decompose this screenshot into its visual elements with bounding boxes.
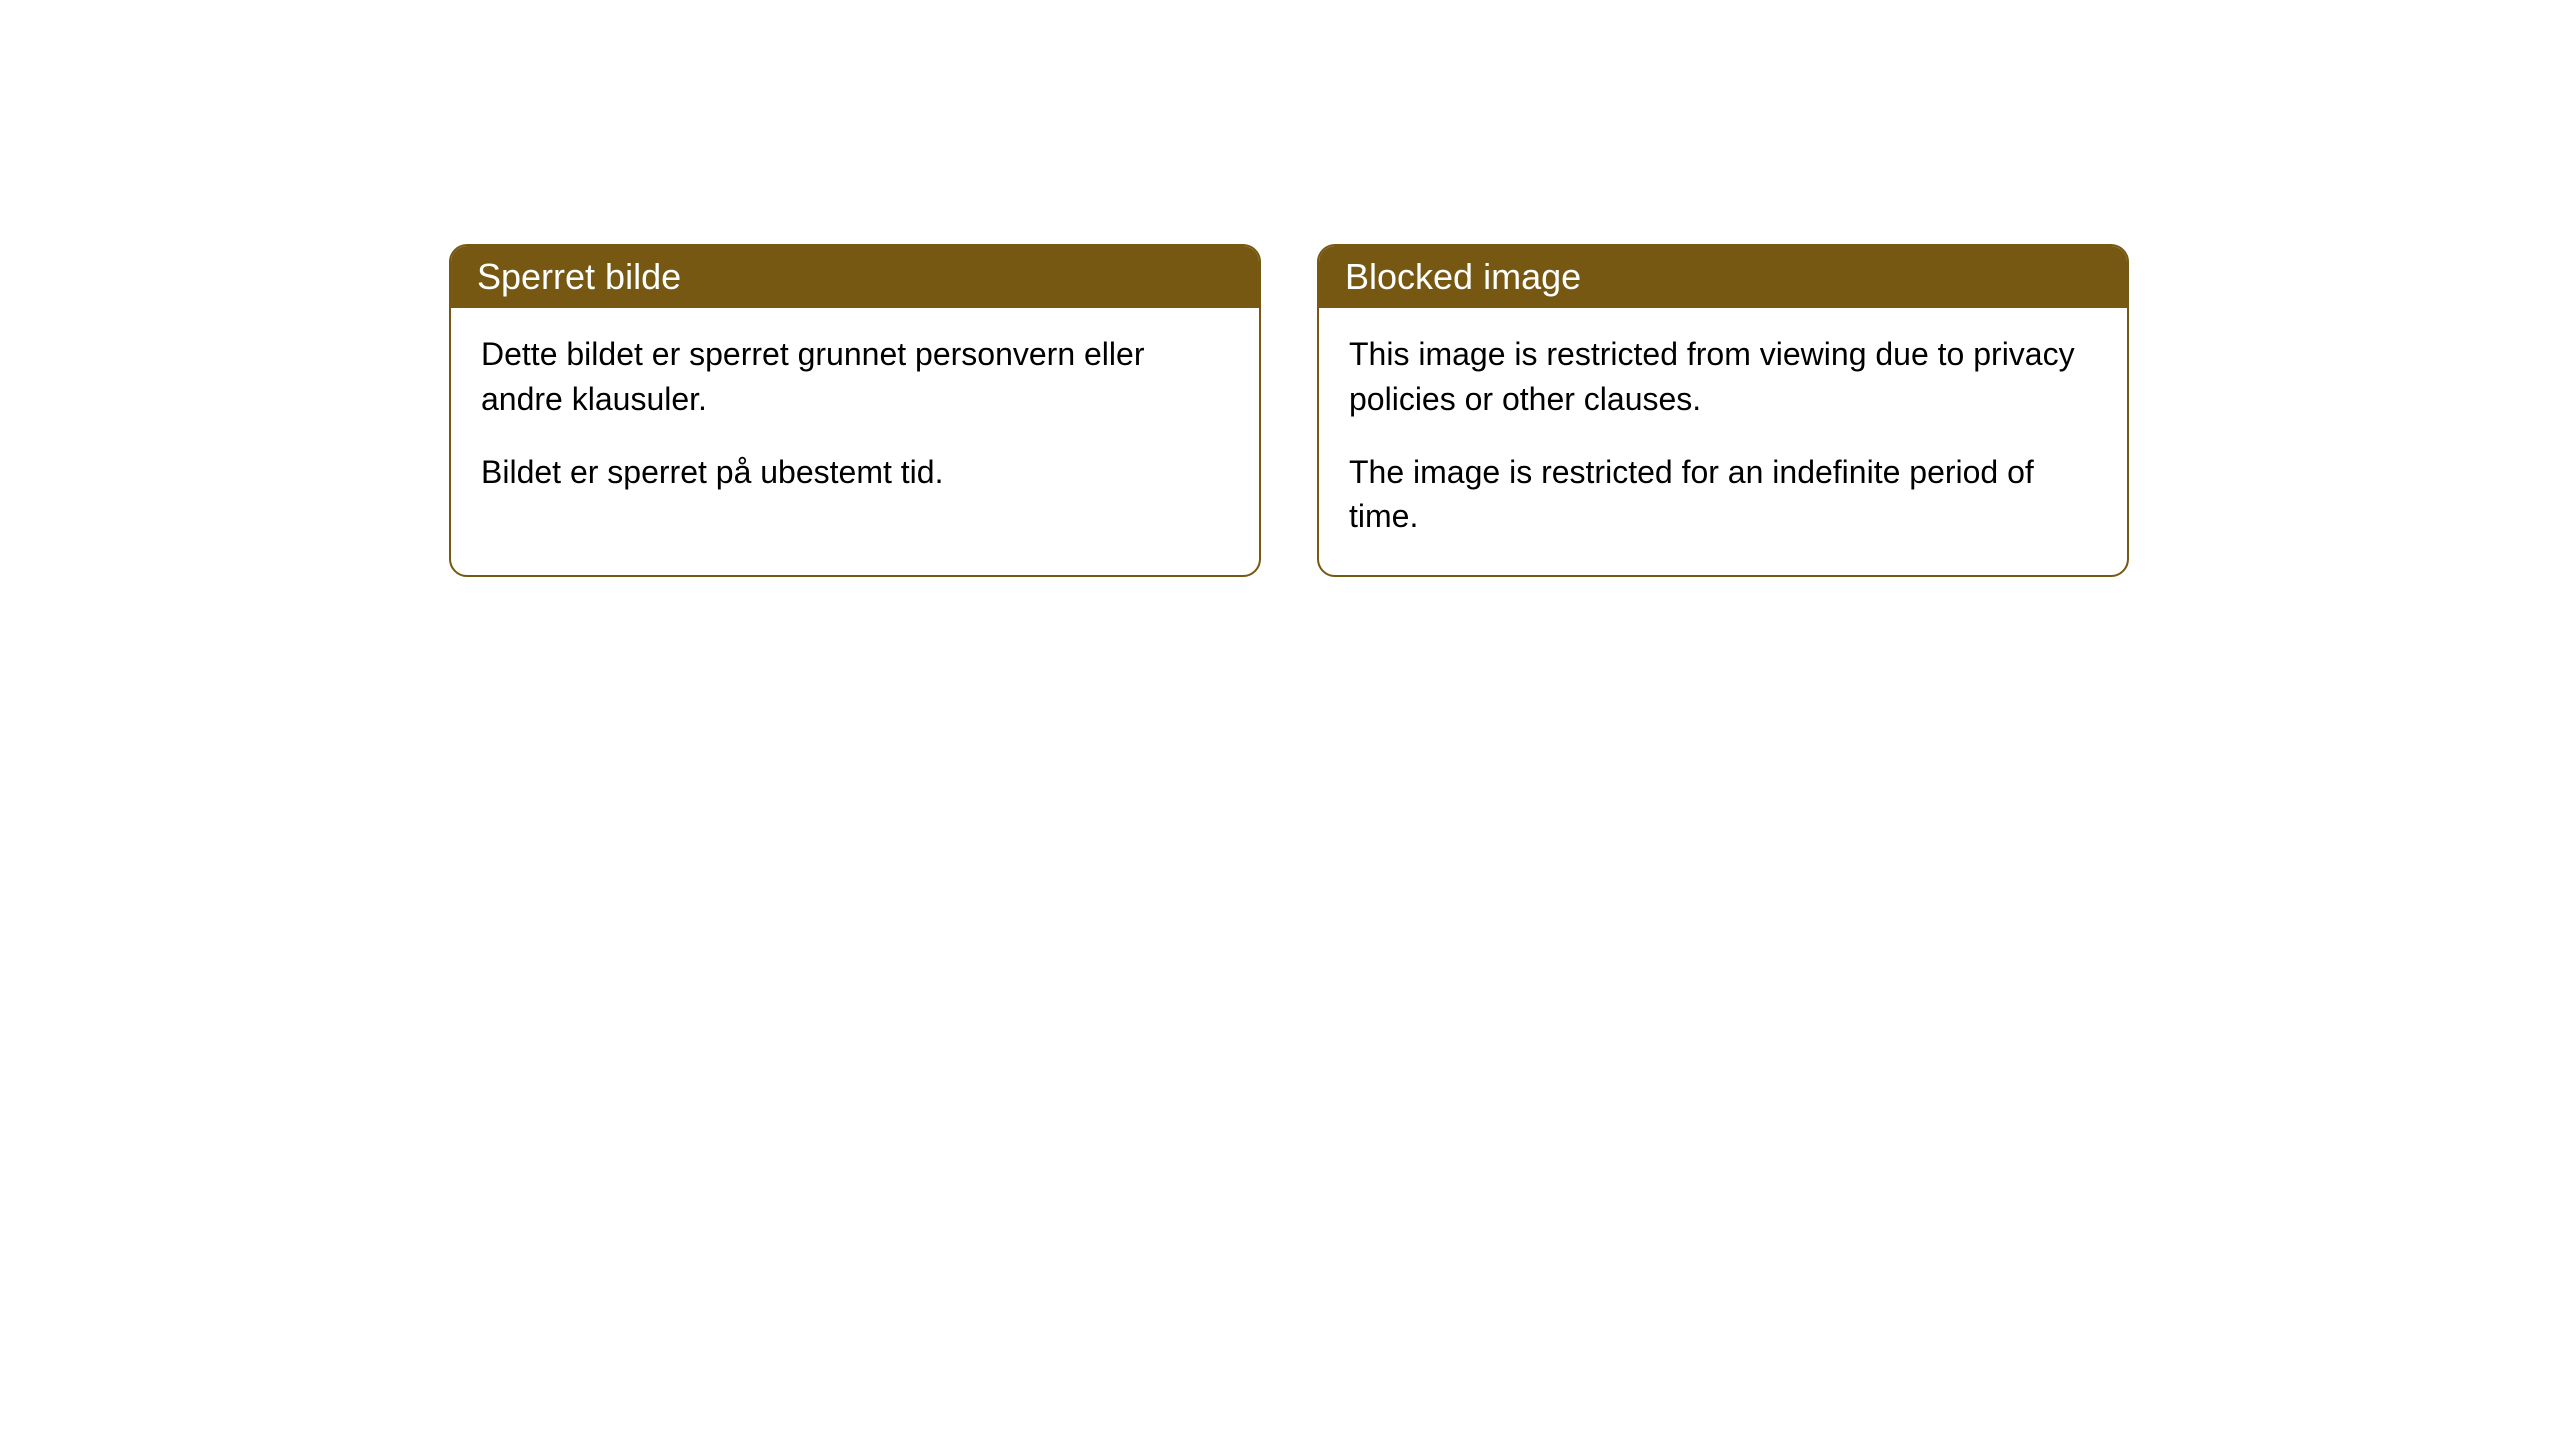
notice-card-english: Blocked image This image is restricted f… [1317,244,2129,577]
card-title: Sperret bilde [477,256,681,297]
card-header-norwegian: Sperret bilde [451,246,1259,308]
notice-card-norwegian: Sperret bilde Dette bildet er sperret gr… [449,244,1261,577]
notice-cards-container: Sperret bilde Dette bildet er sperret gr… [449,244,2129,577]
card-paragraph: This image is restricted from viewing du… [1349,332,2097,422]
card-body-norwegian: Dette bildet er sperret grunnet personve… [451,308,1259,530]
card-paragraph: Bildet er sperret på ubestemt tid. [481,450,1229,495]
card-paragraph: Dette bildet er sperret grunnet personve… [481,332,1229,422]
card-body-english: This image is restricted from viewing du… [1319,308,2127,575]
card-header-english: Blocked image [1319,246,2127,308]
card-title: Blocked image [1345,256,1581,297]
card-paragraph: The image is restricted for an indefinit… [1349,450,2097,540]
